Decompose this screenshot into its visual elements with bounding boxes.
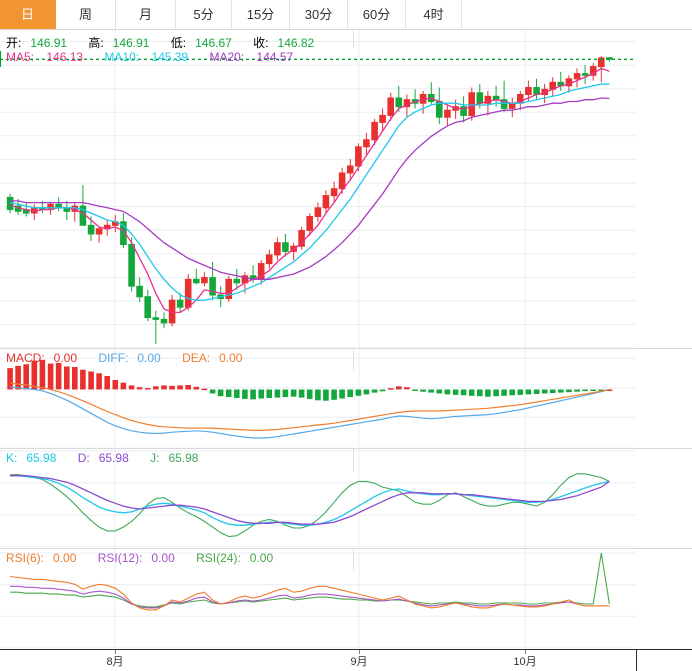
ma20-label: MA20: xyxy=(209,50,245,64)
k-value: 65.98 xyxy=(26,451,57,465)
ma5-value: 146.13 xyxy=(46,50,84,64)
panel-divider-2 xyxy=(0,548,692,549)
legend-divider-2 xyxy=(353,549,354,571)
legend-divider-price xyxy=(353,30,354,48)
axis-corner-divider xyxy=(636,650,637,671)
date-tick-label-1: 9月 xyxy=(350,656,368,668)
dea-value: 0.00 xyxy=(219,351,243,365)
diff-label: DIFF: xyxy=(98,351,129,365)
k-label: K: xyxy=(6,451,18,465)
timeframe-tab-5[interactable]: 30分 xyxy=(290,0,348,29)
j-value: 65.98 xyxy=(168,451,199,465)
ma10-label: MA10: xyxy=(104,50,140,64)
macd-value: 0.00 xyxy=(53,351,78,365)
last-price-tag: 146.82 xyxy=(0,51,1,68)
diff-value: 0.00 xyxy=(137,351,161,365)
dea-label: DEA: xyxy=(182,351,211,365)
rsi-plot-area xyxy=(0,549,636,649)
legend-divider-1 xyxy=(353,449,354,471)
close-label: 收: xyxy=(253,36,269,50)
low-value: 146.67 xyxy=(195,36,232,50)
rsi-legend: RSI(6): 0.00 RSI(12): 0.00 RSI(24): 0.00 xyxy=(6,551,291,565)
ma-legend: MA5: 146.13 MA10: 145.39 MA20: 144.57 xyxy=(6,50,311,64)
date-tick-label-0: 8月 xyxy=(106,656,124,668)
timeframe-tab-3[interactable]: 5分 xyxy=(176,0,232,29)
rsi12-value: 0.00 xyxy=(151,551,175,565)
date-axis: 8月 9月 10月 xyxy=(0,649,692,671)
macd-label: MACD: xyxy=(6,351,45,365)
macd-plot-area xyxy=(0,349,636,448)
timeframe-tab-6[interactable]: 60分 xyxy=(348,0,406,29)
open-label: 开: xyxy=(6,36,22,50)
kdj-plot-area xyxy=(0,449,636,548)
ohlc-legend: 开: 146.91 高: 146.91 低: 146.67 收: 146.82 xyxy=(6,34,332,51)
d-value: 65.98 xyxy=(98,451,129,465)
date-tick-label-2: 10月 xyxy=(513,656,537,668)
legend-divider-0 xyxy=(353,349,354,371)
panel-divider-1 xyxy=(0,448,692,449)
j-label: J: xyxy=(150,451,160,465)
close-value: 146.82 xyxy=(277,36,315,50)
rsi12-label: RSI(12): xyxy=(97,551,143,565)
timeframe-tab-0[interactable]: 日 xyxy=(0,0,56,29)
timeframe-tab-2[interactable]: 月 xyxy=(116,0,176,29)
rsi24-value: 0.00 xyxy=(249,551,274,565)
panel-divider-0 xyxy=(0,348,692,349)
high-value: 146.91 xyxy=(112,36,150,50)
date-tick-mark xyxy=(359,650,360,654)
ma5-label: MA5: xyxy=(6,50,35,64)
timeframe-tabbar: 日周月 5分 15分 30分 60分 4时 xyxy=(0,0,692,30)
kdj-legend: K: 65.98 D: 65.98 J: 65.98 xyxy=(6,451,216,465)
ma10-value: 145.39 xyxy=(151,50,189,64)
open-value: 146.91 xyxy=(30,36,68,50)
price-plot-area xyxy=(0,30,636,348)
rsi6-value: 0.00 xyxy=(53,551,77,565)
macd-legend: MACD: 0.00 DIFF: 0.00 DEA: 0.00 xyxy=(6,351,260,365)
date-tick-mark xyxy=(115,650,116,654)
low-label: 低: xyxy=(170,36,187,50)
rsi24-label: RSI(24): xyxy=(196,551,241,565)
ma20-value: 144.57 xyxy=(256,50,294,64)
timeframe-tab-4[interactable]: 15分 xyxy=(232,0,290,29)
date-tick-mark xyxy=(525,650,526,654)
rsi6-label: RSI(6): xyxy=(6,551,45,565)
timeframe-tab-1[interactable]: 周 xyxy=(56,0,116,29)
timeframe-tab-7[interactable]: 4时 xyxy=(406,0,462,29)
high-label: 高: xyxy=(88,36,104,50)
d-label: D: xyxy=(77,451,90,465)
